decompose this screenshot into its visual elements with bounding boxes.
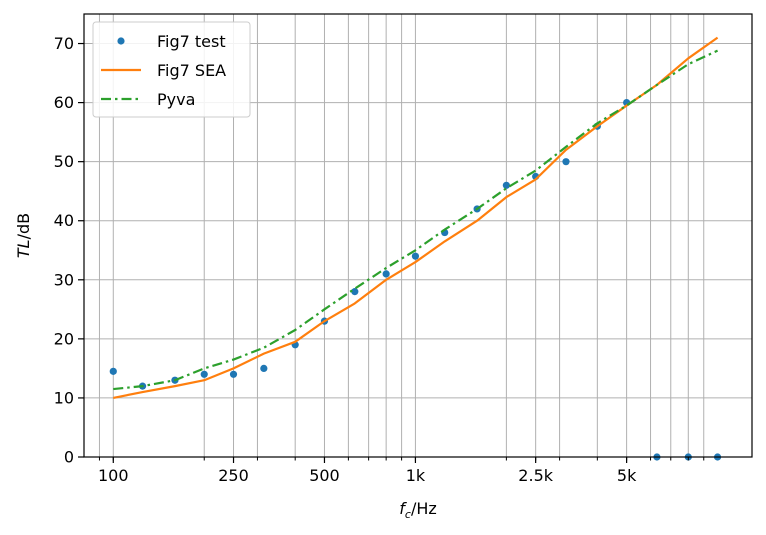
y-tick-label: 60 [54,93,74,112]
data-point-fig7-test [502,181,510,189]
axis-ticks: 100 250 500 1k 2.5k 5k 0 10 20 30 40 50 60 70 [54,34,705,485]
plot-series [109,36,722,461]
legend: Fig7 test Fig7 SEA Pyva [92,21,251,118]
x-tick-label: 250 [218,466,249,485]
x-tick-label: 1k [406,466,426,485]
y-axis-label: TL/dB [14,213,33,258]
x-tick-label: 100 [98,466,129,485]
plot-frame [83,13,753,458]
x-axis-label-main: f [399,499,407,518]
data-point-fig7-test [562,158,570,166]
y-tick-label: 40 [54,211,74,230]
y-tick-label: 50 [54,152,74,171]
x-tick-label: 500 [309,466,340,485]
x-tick-label: 2.5k [518,466,553,485]
y-tick-label: 70 [54,34,74,53]
legend-label-fig7-sea: Fig7 SEA [157,61,226,80]
data-point-fig7-test [382,270,390,278]
x-tick-label: 5k [617,466,637,485]
y-tick-label: 20 [54,329,74,348]
legend-label-fig7-test: Fig7 test [157,32,226,51]
y-tick-label: 0 [64,448,74,467]
y-tick-label: 10 [54,388,74,407]
series-line-pyva [113,49,719,391]
legend-label-pyva: Pyva [157,90,195,109]
legend-box [92,21,251,118]
data-point-fig7-test [229,370,238,378]
x-axis-label: fc/Hz [399,499,437,521]
data-point-fig7-test [411,252,420,260]
data-point-fig7-test [109,367,117,375]
x-axis-label-sub: c [405,508,411,521]
legend-marker-fig7-test [117,37,125,45]
data-point-fig7-test [351,288,359,296]
x-axis-label-unit: /Hz [411,499,437,518]
data-point-fig7-test [260,364,268,372]
y-axis-label-unit: /dB [14,213,33,240]
y-tick-label: 30 [54,270,74,289]
data-point-fig7-test [200,370,208,378]
y-axis-label-main: TL [14,239,33,258]
